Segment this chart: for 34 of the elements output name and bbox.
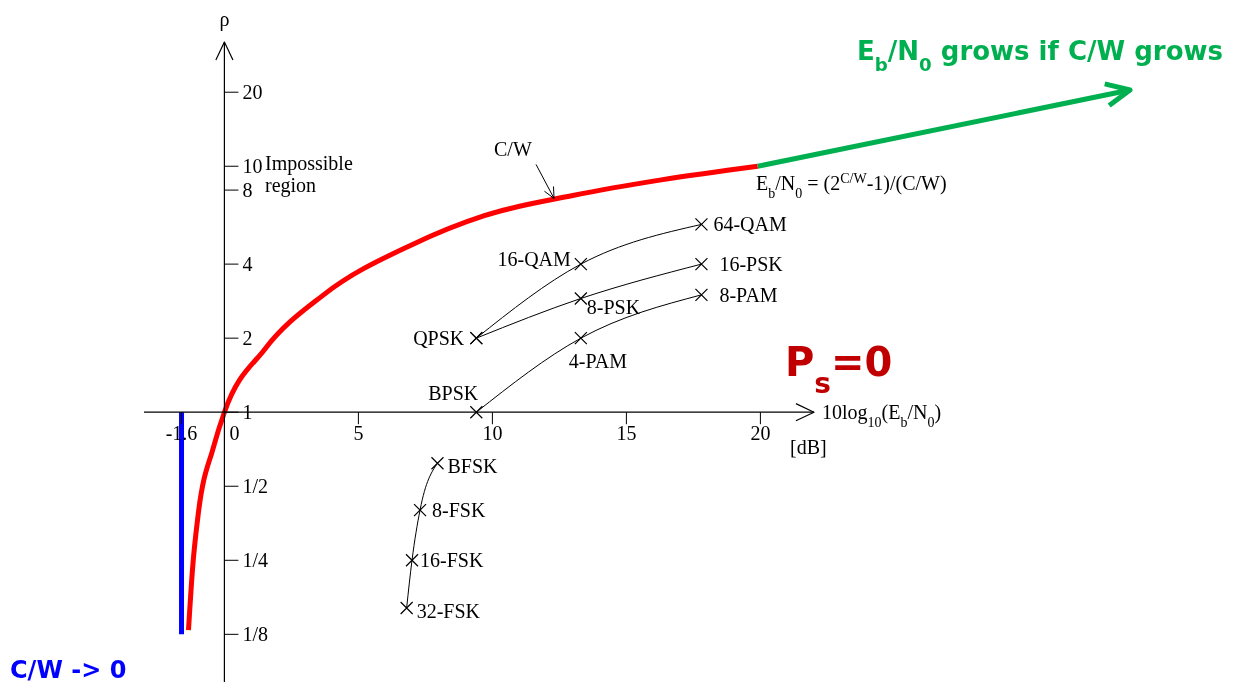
annotation: C/W	[494, 138, 532, 161]
x-tick-label: 20	[750, 422, 771, 445]
y-tick-label: 2	[242, 327, 253, 350]
annotation: 4-PAM	[568, 350, 628, 373]
text: C/W -> 0	[10, 656, 127, 684]
annotation: 16-FSK	[420, 549, 484, 572]
annotation: Impossible region	[265, 152, 353, 197]
y-tick-label: 1/2	[242, 475, 268, 498]
y-axis-title: ρ	[219, 8, 230, 31]
y-tick-label: 10	[242, 155, 263, 178]
annotation: 16-QAM	[497, 248, 572, 271]
x-tick-label: 15	[616, 422, 637, 445]
y-tick-label: 8	[242, 179, 253, 202]
y-tick-label: 1/8	[242, 623, 268, 646]
y-tick-label: 4	[242, 253, 253, 276]
annotation: BFSK	[447, 455, 499, 478]
text: E$_{b}$/N$_{0}$ grows if C/W grows	[857, 36, 1223, 75]
annotation: P$_{s}$=0	[785, 339, 893, 400]
annotation: 8-PAM	[719, 283, 778, 306]
annotation: 8-PSK	[586, 296, 641, 319]
annotation: QPSK	[413, 327, 465, 350]
x-axis-title: 10log$_{10}$(E$_{b}$/N$_{0}$)	[822, 401, 942, 430]
x-tick-label: 10	[482, 422, 503, 445]
x-tick-label: 5	[353, 422, 364, 445]
y-tick-label: 1/4	[242, 549, 268, 572]
annotation: BPSK	[428, 382, 479, 405]
annotation: 16-PSK	[719, 253, 784, 276]
annotation: [dB]	[790, 436, 827, 458]
annotation: 64-QAM	[713, 213, 787, 236]
annotation: 32-FSK	[416, 599, 481, 622]
annotation: 8-FSK	[432, 499, 486, 522]
x-tick-label: 0	[229, 422, 240, 445]
annotation: E$_{b}$/N$_{0}$ = (2$^{C/W}$-1)/(C/W)	[756, 170, 947, 201]
y-tick-label: 20	[242, 81, 263, 104]
